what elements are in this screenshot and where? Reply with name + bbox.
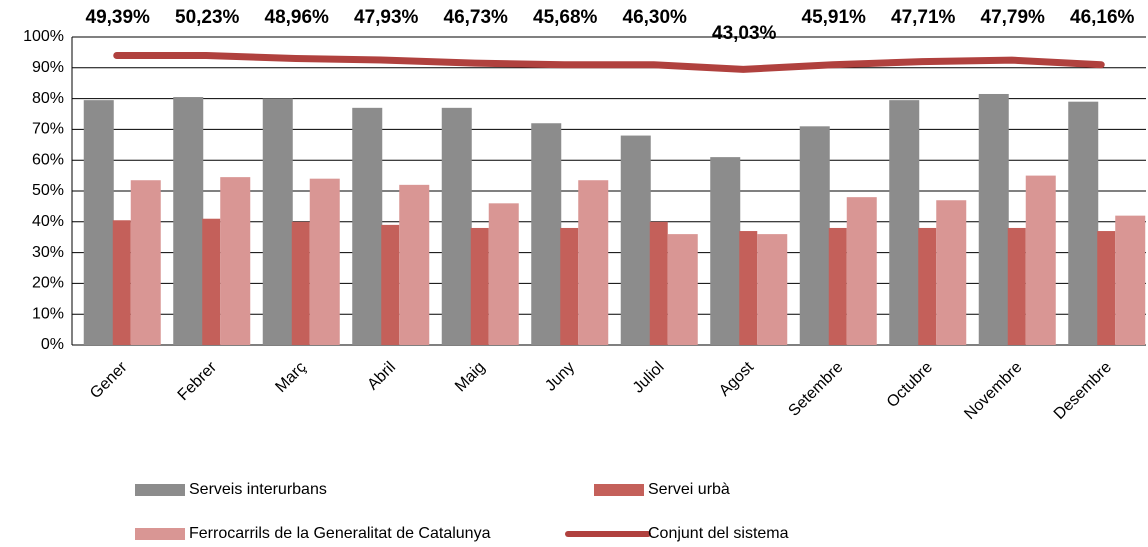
- bar: [620, 135, 651, 345]
- line: [113, 51, 1105, 73]
- bar: [918, 227, 937, 345]
- annotation: 43,03%: [712, 23, 777, 44]
- y-tick-label: 50%: [32, 182, 64, 199]
- bar: [399, 184, 430, 345]
- bar: [828, 227, 847, 345]
- bar: [710, 157, 741, 345]
- bar: [83, 100, 114, 345]
- bar: [220, 177, 251, 345]
- bar: [130, 180, 161, 345]
- bar: [667, 234, 698, 345]
- bar: [488, 203, 519, 345]
- y-tick-label: 90%: [32, 59, 64, 76]
- bar: [531, 123, 562, 346]
- bar: [1115, 215, 1146, 345]
- x-tick-label: Maig: [452, 359, 489, 396]
- bar: [846, 197, 877, 345]
- bar: [1025, 175, 1056, 345]
- bar: [381, 224, 400, 345]
- bar: [441, 107, 472, 345]
- x-tick-label: Març: [272, 359, 309, 396]
- legend-label: Serveis interurbans: [189, 481, 327, 498]
- y-tick-label: 60%: [32, 151, 64, 168]
- annotation: 48,96%: [265, 7, 330, 28]
- y-tick-label: 20%: [32, 275, 64, 292]
- bar: [470, 227, 489, 345]
- y-tick-label: 30%: [32, 244, 64, 261]
- bar: [799, 126, 830, 345]
- bar: [649, 221, 668, 345]
- y-tick-label: 0%: [41, 336, 64, 353]
- bar: [936, 200, 967, 345]
- x-tick-label: Febrer: [175, 358, 221, 404]
- annotation: 47,93%: [354, 7, 419, 28]
- annotation: 45,91%: [802, 7, 867, 28]
- legend-swatch: [135, 528, 185, 540]
- bar: [352, 107, 383, 345]
- annotation: 50,23%: [175, 7, 240, 28]
- x-tick-label: Agost: [716, 358, 757, 399]
- x-tick-label: Juny: [542, 359, 578, 395]
- y-tick-label: 40%: [32, 213, 64, 230]
- bar: [739, 231, 758, 345]
- bar: [291, 221, 310, 345]
- annotation: 49,39%: [86, 7, 151, 28]
- x-tick-label: Octubre: [884, 359, 936, 411]
- annotation: 47,79%: [981, 7, 1046, 28]
- bar: [309, 178, 340, 345]
- bar: [1007, 227, 1026, 345]
- y-tick-label: 10%: [32, 305, 64, 322]
- x-tick-label: Desembre: [1051, 359, 1115, 423]
- bar: [1068, 101, 1099, 346]
- bar: [978, 93, 1009, 345]
- y-tick-label: 80%: [32, 90, 64, 107]
- x-tick-label: Setembre: [785, 359, 846, 420]
- bar: [202, 218, 221, 345]
- bar: [578, 180, 609, 345]
- legend-swatch: [135, 484, 185, 496]
- annotation: 46,30%: [623, 7, 688, 28]
- legend-label: Conjunt del sistema: [648, 525, 789, 542]
- annotation: 45,68%: [533, 7, 598, 28]
- bar: [560, 227, 579, 345]
- annotation: 47,71%: [891, 7, 956, 28]
- y-tick-label: 70%: [32, 121, 64, 138]
- bar: [112, 220, 131, 345]
- bar: [889, 100, 920, 345]
- legend-label: Ferrocarrils de la Generalitat de Catalu…: [189, 525, 491, 542]
- y-tick-label: 100%: [23, 28, 64, 45]
- bar: [262, 98, 293, 345]
- bar: [173, 97, 204, 345]
- legend-label: Servei urbà: [648, 481, 730, 498]
- bar: [757, 234, 788, 345]
- annotation: 46,73%: [444, 7, 509, 28]
- x-tick-label: Novembre: [961, 359, 1025, 423]
- legend-swatch: [594, 484, 644, 496]
- x-tick-label: Juliol: [630, 359, 668, 397]
- bar: [1097, 231, 1116, 345]
- annotation: 46,16%: [1070, 7, 1135, 28]
- x-tick-label: Gener: [87, 358, 131, 402]
- x-tick-label: Abril: [364, 359, 399, 394]
